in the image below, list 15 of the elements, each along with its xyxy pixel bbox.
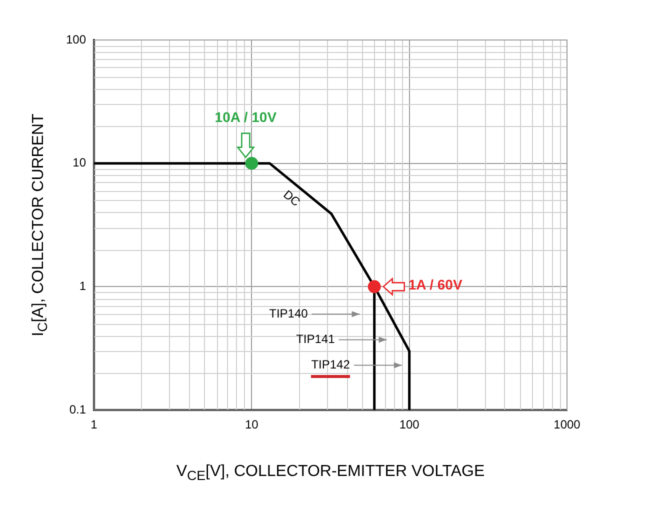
text: DC [280, 187, 304, 210]
y-tick-label: 1 [79, 278, 86, 293]
x-axis-title: V$_{CE}$[V], COLLECTOR-EMITTER VOLTAGE [175, 463, 486, 484]
annotation: TIP140 [269, 306, 308, 320]
y-tick-label: 100 [66, 32, 86, 46]
x-tick-label: 1 [90, 418, 98, 432]
x-tick-label: 10 [244, 418, 259, 432]
annotation: 1A / 60V [408, 276, 463, 293]
x-tick-label: 1000 [554, 418, 581, 432]
y-tick-label: 0.1 [69, 402, 86, 416]
annotation: TIP142 [311, 358, 350, 372]
annotation: 10A / 10V [214, 109, 278, 126]
x-tick-label: 100 [399, 418, 420, 432]
annotation: TIP141 [296, 332, 336, 346]
y-tick-label: 10 [72, 156, 86, 170]
